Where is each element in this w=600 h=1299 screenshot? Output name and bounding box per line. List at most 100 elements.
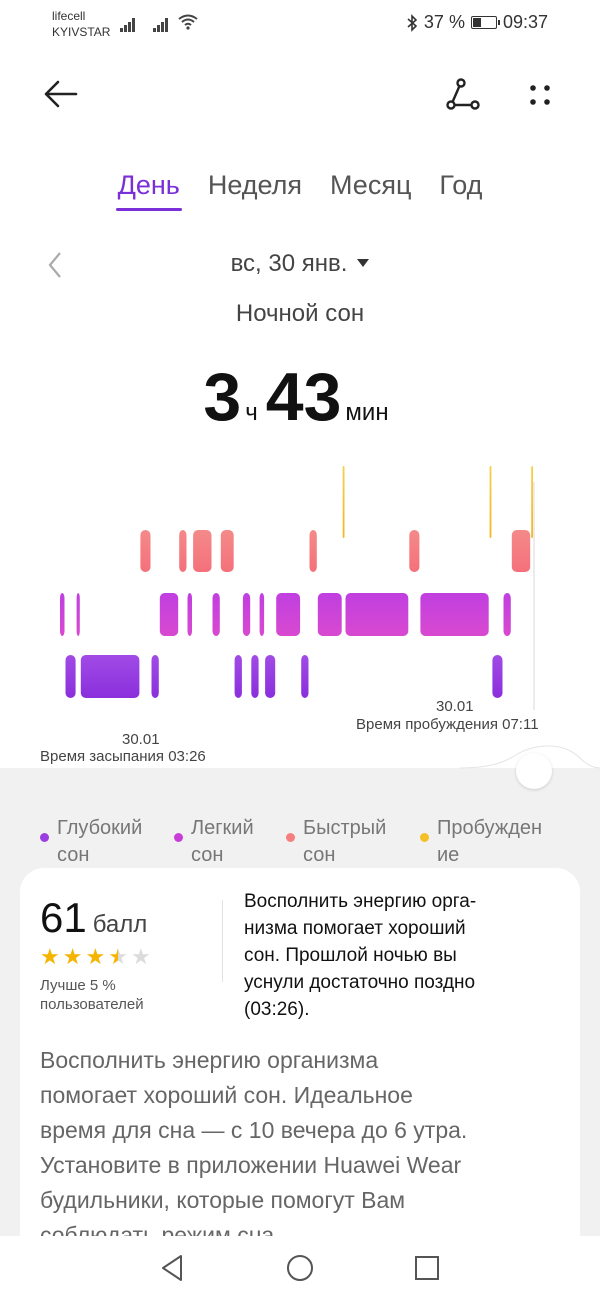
tab-week[interactable]: Неделя xyxy=(207,170,303,200)
end-date: 30.01 xyxy=(436,698,474,715)
duration-minutes: 43 xyxy=(265,359,342,435)
sleep-duration: 3 ч 43 мин xyxy=(0,358,600,436)
signal-2-icon xyxy=(153,14,169,32)
tab-day[interactable]: День xyxy=(104,170,194,211)
score-summary: Восполнить энергию орга- низма помогает … xyxy=(244,891,477,1020)
start-date: 30.01 xyxy=(122,731,160,748)
star-full-icon: ★ xyxy=(62,944,83,969)
star-half-icon: ★ xyxy=(108,944,128,969)
period-tabs: День Неделя Месяц Год xyxy=(0,170,600,211)
arrow-left-icon xyxy=(44,80,78,108)
sleep-segment-rem xyxy=(309,530,317,572)
sleep-score-card xyxy=(20,868,580,1248)
sleep-segment-deep xyxy=(65,655,76,698)
battery-text: 37 % xyxy=(423,12,465,32)
percentile-line-1: Лучше 5 % xyxy=(40,977,116,994)
sleep-segment-awake xyxy=(342,466,345,538)
system-nav-bar xyxy=(0,1236,600,1299)
legend-deep: Глубокий сон xyxy=(57,817,143,866)
sleep-segment-deep xyxy=(251,655,259,698)
status-carrier: lifecell KYIVSTAR xyxy=(52,8,110,40)
square-recents-icon xyxy=(415,1256,439,1280)
sleep-advice-text: Восполнить энергию организма помогает хо… xyxy=(40,1047,468,1236)
legend-rem: Быстрый сон xyxy=(303,817,387,866)
date-selector[interactable]: вс, 30 янв. xyxy=(0,250,600,278)
sleep-segment-deep xyxy=(301,655,309,698)
sleep-segment-rem xyxy=(193,530,212,572)
back-button[interactable] xyxy=(38,74,82,114)
sleep-segment-deep xyxy=(234,655,242,698)
wifi-icon xyxy=(178,14,198,30)
chevron-left-icon xyxy=(48,252,61,278)
sleep-segment-deep xyxy=(151,655,159,698)
sleep-segment-rem xyxy=(179,530,187,572)
sleep-segment-deep xyxy=(265,655,276,698)
sleep-segment-awake xyxy=(489,466,492,538)
star-full-icon: ★ xyxy=(85,944,106,969)
sleep-segment-deep xyxy=(492,655,503,698)
sleep-segment-light xyxy=(187,593,192,636)
panel-curve xyxy=(460,745,600,769)
legend-awake: Пробужден ие xyxy=(437,817,543,866)
sleep-stage-chart xyxy=(60,466,535,710)
percentile-line-2: пользователей xyxy=(40,996,144,1013)
triangle-back-icon xyxy=(162,1255,182,1281)
scroll-handle[interactable] xyxy=(516,753,552,789)
sleep-segment-light xyxy=(420,593,489,636)
legend-light: Легкий сон xyxy=(191,817,254,866)
sleep-segment-rem xyxy=(409,530,420,572)
nav-home-button[interactable] xyxy=(280,1248,320,1288)
percentile-text: Лучше 5 % пользователей xyxy=(40,976,144,1014)
more-button[interactable] xyxy=(520,74,560,114)
circle-home-icon xyxy=(287,1255,313,1281)
score-unit: балл xyxy=(92,911,148,938)
sleep-segment-awake xyxy=(531,466,533,538)
tab-month[interactable]: Месяц xyxy=(330,170,412,200)
sleep-segment-rem xyxy=(511,530,531,572)
carrier-1: lifecell xyxy=(52,9,86,23)
sleep-segment-light xyxy=(242,593,251,636)
wake-time-label: Время пробуждения 07:11 xyxy=(356,716,539,733)
sleep-segment-rem xyxy=(140,530,151,572)
sleep-start-label: Время засыпания 03:26 xyxy=(40,748,206,765)
legend-dot-rem xyxy=(286,833,295,842)
status-time: 09:37 xyxy=(502,12,548,32)
sleep-segment-rem xyxy=(220,530,234,572)
share-button[interactable] xyxy=(438,72,482,116)
rating-stars: ★ ★ ★ ★ ★ xyxy=(40,944,154,970)
card-divider xyxy=(222,900,223,982)
more-dots-icon xyxy=(530,85,550,105)
nav-recents-button[interactable] xyxy=(407,1248,447,1288)
battery-icon xyxy=(470,16,500,29)
score-value: 61 xyxy=(40,894,87,941)
duration-minutes-unit: мин xyxy=(345,399,389,426)
share-path-icon xyxy=(446,78,480,110)
sleep-segment-light xyxy=(212,593,220,636)
signal-1-icon xyxy=(120,14,136,32)
status-right: 37 % 09:37 xyxy=(406,12,548,33)
star-empty-icon: ★ xyxy=(130,944,151,969)
nav-back-button[interactable] xyxy=(152,1248,192,1288)
bluetooth-icon xyxy=(407,13,418,32)
caret-down-icon xyxy=(357,259,370,267)
sleep-segment-light xyxy=(259,593,265,636)
legend-dot-awake xyxy=(420,833,429,842)
sleep-segment-light xyxy=(317,593,342,636)
duration-hours: 3 xyxy=(203,359,242,435)
sleep-segment-light xyxy=(76,593,80,636)
sleep-segment-deep xyxy=(80,655,140,698)
legend-dot-light xyxy=(174,833,183,842)
date-label: вс, 30 янв. xyxy=(230,250,348,277)
previous-day-button[interactable] xyxy=(40,248,70,282)
legend-dot-deep xyxy=(40,833,49,842)
score-block: 61 балл xyxy=(40,894,147,942)
sleep-segment-light xyxy=(503,593,511,636)
tab-year[interactable]: Год xyxy=(439,170,483,200)
sleep-segment-light xyxy=(345,593,409,636)
sleep-segment-light xyxy=(60,593,65,636)
sleep-title: Ночной сон xyxy=(235,300,365,327)
sleep-segment-light xyxy=(276,593,301,636)
carrier-2: KYIVSTAR xyxy=(52,25,111,39)
duration-hours-unit: ч xyxy=(245,399,258,426)
sleep-segment-light xyxy=(159,593,179,636)
